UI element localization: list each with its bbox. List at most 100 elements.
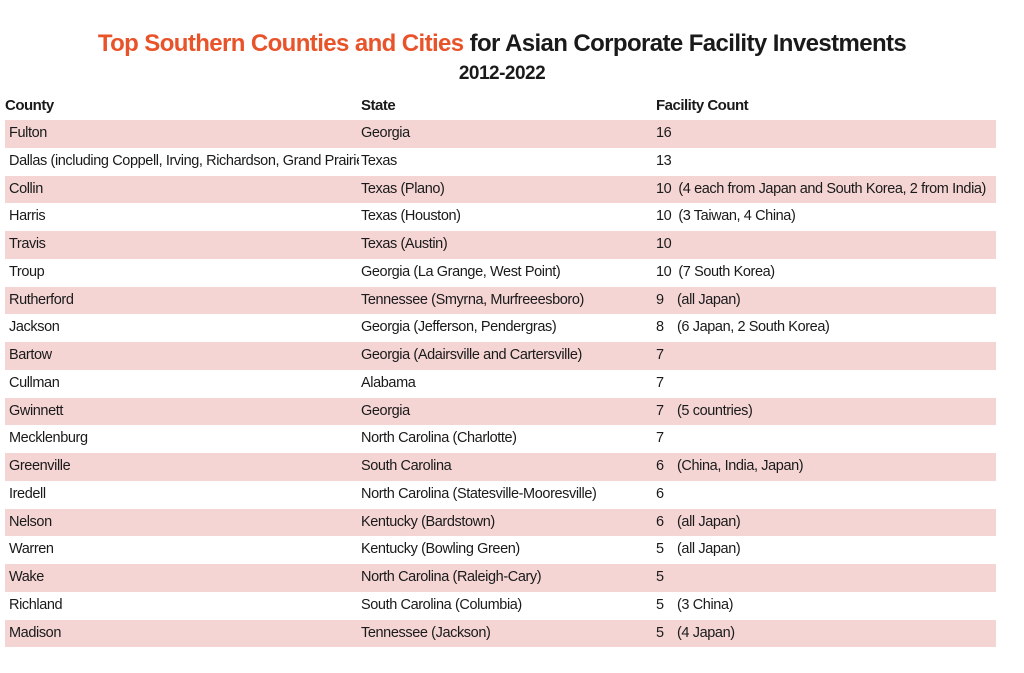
county-cell: Bartow <box>9 347 52 363</box>
facility-count-cell: 5 (4 Japan) <box>656 620 996 648</box>
county-cell: Jackson <box>9 319 60 336</box>
facility-count-cell: 5 (3 China) <box>656 592 996 620</box>
facility-count-note: (3 China) <box>677 596 734 613</box>
state-cell: North Carolina (Charlotte) <box>361 430 517 447</box>
state-cell: Georgia <box>361 402 410 419</box>
facility-count-note: (5 countries) <box>677 402 753 419</box>
state-cell: South Carolina (Columbia) <box>361 596 522 613</box>
facility-count-note: (all Japan) <box>677 541 741 558</box>
table-row: Warren Kentucky (Bowling Green) 5 (all Japa… <box>5 536 996 564</box>
facility-count-value: 7 <box>656 347 664 363</box>
facility-count-note: (7 South Korea) <box>678 263 775 280</box>
table-row: Wake North Carolina (Raleigh-Cary) 5 <box>5 564 996 592</box>
table-row: Troup Georgia (La Grange, West Point) 10 (7… <box>5 259 996 287</box>
county-cell: Nelson <box>9 513 52 530</box>
state-cell: Texas (Plano) <box>361 180 445 197</box>
facility-count-value: 10 <box>656 208 672 225</box>
table-row: Jackson Georgia (Jefferson, Pendergras) 8 (… <box>5 314 996 342</box>
county-cell: Warren <box>9 541 54 558</box>
table-row: Nelson Kentucky (Bardstown) 6 (all Japan) <box>5 508 996 537</box>
county-cell: Richland <box>9 596 63 613</box>
facility-count-value: 6 <box>656 458 664 474</box>
column-header-facility-count: Facility Count <box>656 97 749 114</box>
facility-count-cell: 6 (China, India, Japan) <box>656 453 996 481</box>
state-cell: Texas <box>361 152 397 169</box>
state-cell: Kentucky (Bowling Green) <box>361 541 520 558</box>
state-cell: South Carolina <box>361 458 452 474</box>
table-row: Greenville South Carolina 6 (China, India, … <box>5 453 996 481</box>
facility-count-value: 7 <box>656 374 664 391</box>
county-cell: Iredell <box>9 485 46 502</box>
facility-count-note: (China, India, Japan) <box>677 458 804 474</box>
county-cell: Travis <box>9 236 46 252</box>
facility-count-value: 10 <box>656 180 672 197</box>
state-cell: Tennessee (Smyrna, Murfreeesboro) <box>361 291 584 308</box>
facility-count-value: 10 <box>656 236 672 252</box>
county-cell: Cullman <box>9 374 60 391</box>
facility-count-cell: 7 <box>656 425 996 453</box>
state-cell: North Carolina (Raleigh-Cary) <box>361 569 542 585</box>
facility-count-value: 16 <box>656 125 672 141</box>
facility-count-cell: 10 (4 each from Japan and South Korea, 2 … <box>656 176 996 204</box>
facility-count-cell: 13 <box>656 148 996 176</box>
state-cell: North Carolina (Statesville-Mooresville) <box>361 485 597 502</box>
facility-count-cell: 9 (all Japan) <box>656 287 996 315</box>
facility-count-value: 10 <box>656 263 672 280</box>
table-row: Rutherford Tennessee (Smyrna, Murfreeesbo… <box>5 286 996 315</box>
facility-count-value: 13 <box>656 152 672 169</box>
state-cell: Georgia (Jefferson, Pendergras) <box>361 319 557 336</box>
chart-subtitle: 2012-2022 <box>458 63 546 84</box>
facility-count-value: 7 <box>656 402 664 419</box>
county-cell: Dallas (including Coppell, Irving, Richa… <box>9 152 359 169</box>
table-row: Bartow Georgia (Adairsville and Cartersvi… <box>5 342 996 370</box>
facility-count-cell: 10 (7 South Korea) <box>656 259 996 287</box>
state-cell: Georgia (La Grange, West Point) <box>361 263 561 280</box>
facility-table: County State Facility Count Fulton Georgi… <box>5 94 996 648</box>
facility-count-cell: 10 <box>656 231 996 259</box>
table-row: Gwinnett Georgia 7 (5 countries) <box>5 397 996 426</box>
facility-count-cell: 7 (5 countries) <box>656 398 996 426</box>
state-cell: Alabama <box>361 374 416 391</box>
chart-title: Top Southern Counties and Cities for Asi… <box>0 30 1004 58</box>
table-row: Iredell North Carolina (Statesville-Moore… <box>5 481 996 509</box>
table-row: Madison Tennessee (Jackson) 5 (4 Japan) <box>5 619 996 648</box>
table-row: Fulton Georgia 16 <box>5 120 996 148</box>
table-row: Mecklenburg North Carolina (Charlotte) 7 <box>5 425 996 453</box>
facility-count-cell: 6 (all Japan) <box>656 509 996 537</box>
chart-title-highlight: Top Southern Counties and Cities <box>97 30 464 57</box>
table-row: Cullman Alabama 7 <box>5 370 996 398</box>
table-header-row: County State Facility Count <box>5 94 996 120</box>
facility-count-value: 7 <box>656 430 664 447</box>
column-header-county: County <box>5 97 54 114</box>
county-cell: Mecklenburg <box>9 430 88 447</box>
county-cell: Rutherford <box>9 291 74 308</box>
facility-count-cell: 7 <box>656 370 996 398</box>
facility-count-note: (4 Japan) <box>677 624 735 641</box>
facility-count-value: 6 <box>656 485 664 502</box>
facility-count-value: 8 <box>656 319 664 336</box>
county-cell: Troup <box>9 263 45 280</box>
facility-count-cell: 10 (3 Taiwan, 4 China) <box>656 203 996 231</box>
facility-count-value: 9 <box>656 291 664 308</box>
state-cell: Kentucky (Bardstown) <box>361 513 495 530</box>
column-header-state: State <box>361 97 396 114</box>
facility-count-cell: 5 <box>656 564 996 592</box>
county-cell: Fulton <box>9 125 47 141</box>
table-row: Harris Texas (Houston) 10 (3 Taiwan, 4 Chin… <box>5 203 996 231</box>
county-cell: Madison <box>9 624 62 641</box>
county-cell: Wake <box>9 569 44 585</box>
table-row: Travis Texas (Austin) 10 <box>5 231 996 259</box>
facility-count-note: (4 each from Japan and South Korea, 2 fr… <box>678 180 986 197</box>
table-row: Collin Texas (Plano) 10 (4 each from Japan … <box>5 175 996 204</box>
facility-count-note: (all Japan) <box>677 291 741 308</box>
table-row: Dallas (including Coppell, Irving, Richa… <box>5 148 996 176</box>
chart-title-rest: for Asian Corporate Facility Investments <box>463 30 907 57</box>
county-cell: Collin <box>9 180 43 197</box>
state-cell: Texas (Austin) <box>361 236 448 252</box>
state-cell: Georgia (Adairsville and Cartersville) <box>361 347 582 363</box>
facility-count-value: 5 <box>656 569 664 585</box>
facility-count-value: 5 <box>656 596 664 613</box>
table-body: Fulton Georgia 16 Dallas (including Coppell… <box>5 120 996 648</box>
facility-count-note: (3 Taiwan, 4 China) <box>678 208 796 225</box>
state-cell: Georgia <box>361 125 410 141</box>
